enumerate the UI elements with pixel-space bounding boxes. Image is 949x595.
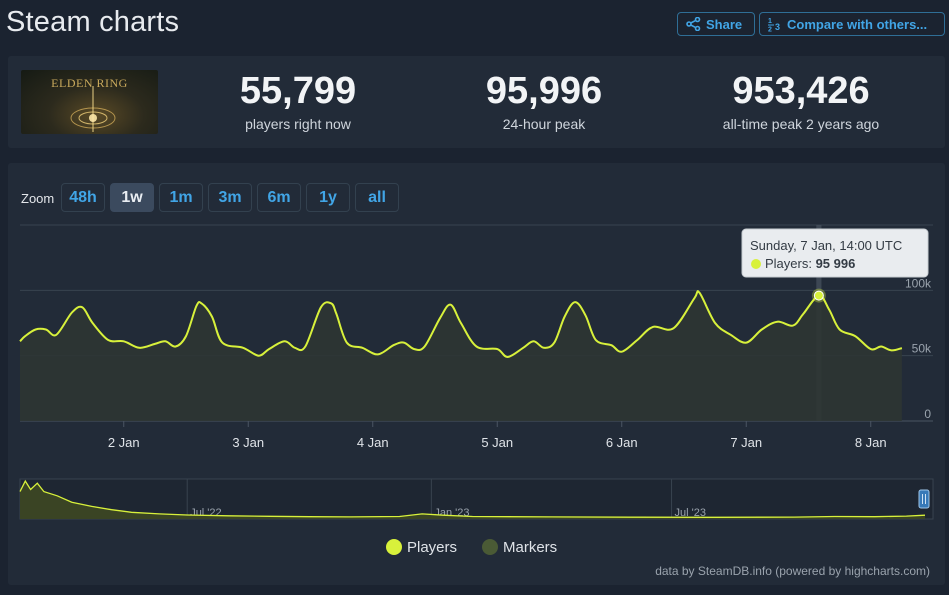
share-icon [686, 17, 701, 31]
players-area [20, 291, 902, 421]
legend-label: Markers [503, 539, 557, 556]
player-chart[interactable]: 0 50k 100k 2 Jan 3 Jan 4 Jan 5 Jan 6 Jan 7 Jan 8 … [8, 163, 945, 585]
zoom-1m-button[interactable]: 1m [159, 183, 203, 212]
highlight-point [813, 290, 824, 301]
alltime-peak-value: 953,426 [732, 70, 870, 112]
zoom-3m-button[interactable]: 3m [208, 183, 252, 212]
y-tick-label: 50k [912, 342, 932, 356]
share-label: Share [706, 16, 743, 32]
svg-text:2: 2 [768, 26, 772, 32]
tooltip-players-value: 95 996 [816, 256, 856, 271]
zoom-48h-button[interactable]: 48h [61, 183, 105, 212]
compare-icon: 1 2 3 [768, 17, 782, 32]
logo-text: ELDEN RING [51, 76, 128, 90]
legend-symbol [386, 539, 402, 555]
tooltip-box [741, 228, 929, 278]
y-tick-label: 0 [924, 407, 931, 421]
peak-24h-label: 24-hour peak [502, 116, 586, 132]
chart-credits[interactable]: data by SteamDB.info (powered by highcha… [655, 564, 930, 578]
compare-label: Compare with others... [787, 16, 928, 32]
legend-label: Players [407, 539, 457, 556]
current-players-label: players right now [245, 116, 351, 132]
tooltip-title: Sunday, 7 Jan, 14:00 UTC [750, 238, 902, 253]
tooltip-value: Players: 95 996 [765, 256, 855, 271]
navigator-area [20, 481, 925, 519]
tooltip-series-label: Players: [765, 256, 816, 271]
x-tick-label: 6 Jan [606, 435, 638, 450]
alltime-peak-label: all-time peak 2 years ago [722, 116, 880, 132]
legend-symbol [482, 539, 498, 555]
game-logo: ELDEN RING [21, 70, 158, 134]
x-tick-label: 3 Jan [232, 435, 264, 450]
zoom-1y-button[interactable]: 1y [306, 183, 350, 212]
stat-24h-peak: 95,996 24-hour peak [444, 68, 644, 132]
zoom-6m-button[interactable]: 6m [257, 183, 301, 212]
x-tick-label: 8 Jan [855, 435, 887, 450]
tooltip: Sunday, 7 Jan, 14:00 UTC Players: 95 996 [741, 228, 929, 278]
legend-item-players[interactable]: Players [386, 539, 457, 556]
x-tick-label: 5 Jan [481, 435, 513, 450]
stat-current: 55,799 players right now [198, 68, 398, 132]
x-tick-label: 4 Jan [357, 435, 389, 450]
stat-alltime-peak: 953,426 all-time peak 2 years ago [691, 68, 911, 132]
x-tick-label: 2 Jan [108, 435, 140, 450]
zoom-label: Zoom [21, 191, 55, 206]
chart-panel: Zoom 48h 1w 1m 3m 6m 1y all 0 50k 100k 2 Ja… [8, 163, 945, 585]
tooltip-dot [751, 259, 761, 269]
svg-text:1: 1 [768, 18, 772, 25]
x-tick-label: 7 Jan [730, 435, 762, 450]
page-title: Steam charts [6, 6, 180, 38]
navigator-frame [19, 478, 934, 520]
players-line [19, 290, 903, 358]
navigator-label: Jul '23 [675, 507, 706, 519]
zoom-1w-button[interactable]: 1w [110, 183, 154, 212]
share-button[interactable]: Share [677, 12, 755, 36]
legend-item-markers[interactable]: Markers [482, 539, 557, 556]
y-tick-label: 100k [905, 276, 932, 290]
zoom-all-button[interactable]: all [355, 183, 399, 212]
current-players-value: 55,799 [239, 70, 357, 112]
navigator-handle[interactable] [918, 489, 930, 509]
navigator-line [19, 479, 926, 518]
stats-panel: ELDEN RING 55,799 players right now 95,9… [8, 56, 945, 148]
svg-text:3: 3 [775, 22, 780, 32]
compare-button[interactable]: 1 2 3 Compare with others... [759, 12, 945, 36]
peak-24h-value: 95,996 [485, 70, 603, 112]
